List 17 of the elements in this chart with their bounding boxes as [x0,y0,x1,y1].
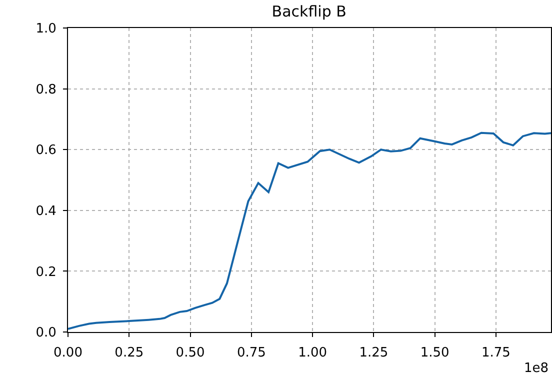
x-tick-label: 0.75 [236,346,266,361]
x-tick-label: 1.75 [481,346,510,361]
x-tick-label: 1.50 [420,346,450,361]
x-tick-label: 0.25 [114,346,144,361]
y-tick-label: 0.0 [36,326,56,341]
y-tick-label: 0.2 [36,264,56,280]
x-tick-label: 1.00 [298,346,328,361]
text: 1e8 [524,361,549,376]
x-tick-label: 0.00 [54,346,82,361]
line-series [68,132,551,330]
y-tick-label: 1.0 [36,22,56,37]
x-tick-label: 1.25 [359,346,388,361]
y-tick-label: 0.8 [36,82,56,98]
y-tick-label: 0.4 [36,204,56,219]
y-tick-label: 0.6 [36,143,56,158]
chart-title: Backflip B [272,2,346,20]
x-tick-label: 0.50 [176,346,205,361]
